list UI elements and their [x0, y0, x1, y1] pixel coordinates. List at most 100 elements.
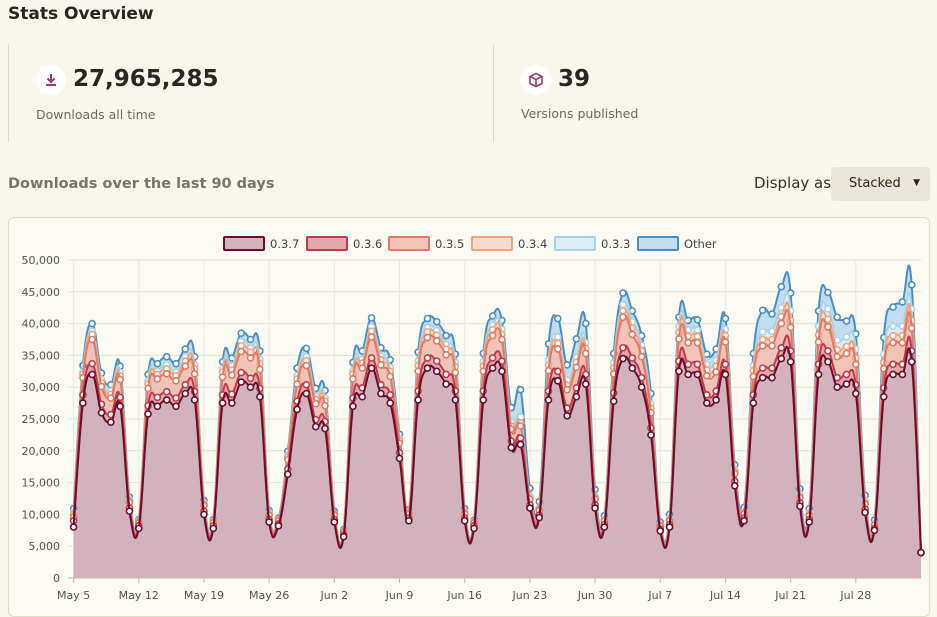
point-Other	[153, 359, 162, 368]
downloads-stat: 27,965,285 Downloads all time	[8, 44, 493, 142]
point-0.3.5	[814, 338, 823, 346]
point-0.3.7	[814, 370, 823, 379]
point-0.3.5	[889, 338, 897, 347]
point-Other	[721, 314, 730, 323]
point-0.3.7	[153, 402, 162, 411]
legend-swatch	[554, 236, 596, 251]
point-0.3.7	[395, 454, 404, 463]
x-tick-label: Jun 23	[512, 589, 548, 602]
point-0.3.5	[451, 368, 460, 377]
point-0.3.7	[311, 422, 320, 431]
legend-label: 0.3.7	[270, 237, 299, 251]
point-0.3.4	[889, 331, 897, 340]
point-0.3.4	[758, 335, 767, 344]
point-0.3.7	[721, 370, 730, 379]
point-0.3.7	[740, 516, 748, 525]
point-0.3.7	[200, 510, 208, 519]
point-0.3.7	[647, 431, 655, 439]
point-0.3.7	[749, 399, 758, 407]
download-icon	[36, 65, 66, 95]
point-0.3.5	[432, 336, 441, 345]
versions-label: Versions published	[521, 106, 639, 121]
point-0.3.7	[907, 357, 916, 366]
point-Other	[237, 329, 246, 337]
point-0.3.7	[190, 396, 199, 404]
point-0.3.6	[442, 370, 450, 379]
point-0.3.6	[684, 360, 692, 369]
point-0.3.5	[386, 372, 395, 381]
point-0.3.7	[572, 392, 581, 401]
point-0.3.6	[488, 354, 497, 362]
point-0.3.7	[246, 383, 255, 391]
point-0.3.6	[367, 354, 376, 362]
point-0.3.7	[339, 532, 348, 541]
y-tick-label: 25,000	[22, 413, 61, 426]
point-0.3.7	[134, 524, 143, 533]
point-0.3.7	[768, 373, 776, 382]
point-0.3.6	[693, 360, 702, 369]
point-0.3.5	[218, 373, 227, 381]
point-0.3.7	[488, 364, 497, 372]
point-0.3.5	[842, 349, 851, 358]
point-Other	[619, 289, 627, 297]
point-0.3.7	[377, 389, 385, 398]
point-0.3.7	[69, 523, 78, 531]
point-0.3.5	[712, 368, 720, 376]
point-0.3.5	[554, 345, 562, 353]
point-0.3.5	[302, 361, 311, 370]
y-tick-label: 0	[53, 572, 60, 585]
point-0.3.5	[907, 324, 916, 332]
point-0.3.7	[256, 392, 264, 401]
versions-value: 39	[558, 66, 591, 92]
y-tick-label: 35,000	[22, 349, 61, 362]
point-0.3.7	[786, 357, 795, 366]
point-0.3.5	[190, 370, 199, 378]
point-0.3.7	[824, 357, 832, 366]
x-tick-label: Jun 9	[385, 589, 414, 602]
y-tick-label: 45,000	[22, 286, 61, 299]
point-Other	[693, 315, 702, 324]
point-Other	[768, 310, 776, 318]
point-0.3.5	[423, 333, 432, 342]
point-0.3.7	[563, 412, 571, 420]
point-0.3.7	[507, 443, 516, 452]
point-0.3.7	[386, 399, 395, 407]
legend-label: 0.3.5	[435, 237, 464, 251]
point-0.3.7	[265, 518, 273, 526]
point-0.3.7	[88, 370, 97, 379]
chart-svg: 0 5,000 10,000 15,000 20,000 25,000 30,000 35,0…	[22, 236, 925, 602]
point-0.3.7	[181, 389, 190, 398]
x-tick-label: May 12	[119, 589, 159, 602]
x-tick-label: May 26	[249, 589, 289, 602]
display-mode-select[interactable]: Stacked ▼	[831, 167, 930, 201]
y-tick-label: 20,000	[22, 445, 61, 458]
point-0.3.5	[488, 331, 497, 340]
point-0.3.3	[758, 328, 767, 336]
point-0.3.5	[581, 349, 590, 358]
point-Other	[162, 352, 171, 361]
point-0.3.5	[637, 352, 646, 361]
point-0.3.6	[423, 354, 432, 362]
point-0.3.5	[684, 338, 692, 347]
legend-swatch	[223, 236, 265, 251]
point-0.3.7	[302, 389, 311, 398]
point-0.3.7	[526, 504, 534, 512]
page-title: Stats Overview	[8, 4, 154, 24]
point-0.3.7	[619, 354, 627, 363]
point-0.3.7	[544, 396, 553, 404]
x-tick-label: Jun 30	[577, 589, 613, 602]
point-0.3.7	[805, 518, 814, 526]
point-0.3.7	[656, 527, 665, 535]
stat-divider	[8, 44, 9, 142]
point-0.3.5	[311, 399, 320, 408]
point-Other	[907, 281, 916, 289]
point-0.3.5	[237, 347, 246, 356]
x-tick-label: Jul 14	[709, 589, 741, 602]
legend-label: Other	[684, 237, 717, 251]
point-0.3.7	[79, 399, 87, 407]
point-Other	[563, 361, 571, 369]
point-0.3.5	[898, 338, 907, 347]
x-tick-label: Jul 21	[774, 589, 806, 602]
point-0.3.5	[107, 394, 115, 402]
legend-swatch	[471, 236, 513, 251]
